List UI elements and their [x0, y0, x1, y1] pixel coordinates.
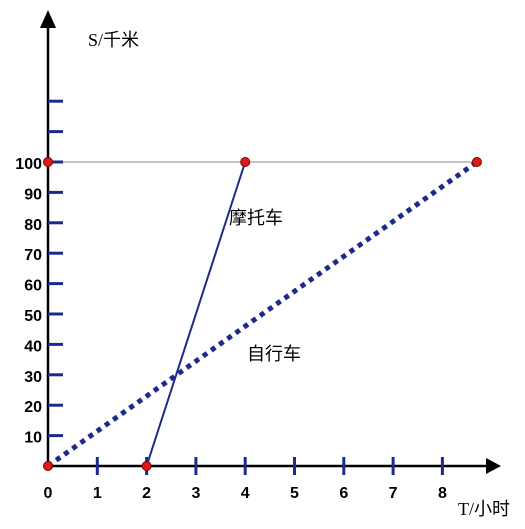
x-tick-label-3: 3 [191, 485, 200, 502]
markers-group [43, 157, 482, 471]
y-tick-label-60: 60 [24, 278, 42, 295]
y-tick-label-90: 90 [24, 186, 42, 203]
origin-label: 0 [44, 485, 53, 502]
x-axis-arrow-icon [486, 458, 501, 474]
labels-group: S/千米 T/小时 0 摩托车 自行车 1 2 3 4 5 6 7 8 10 20 30 40 50 60… [15, 30, 510, 519]
data-point-marker-2 [43, 157, 53, 167]
y-tick-label-80: 80 [24, 217, 42, 234]
x-tick-label-5: 5 [290, 485, 299, 502]
y-tick-label-40: 40 [24, 338, 42, 355]
x-tick-label-2: 2 [142, 485, 151, 502]
y-tick-label-10: 10 [24, 430, 42, 447]
y-axis-arrow-icon [40, 10, 56, 28]
y-tick-label-70: 70 [24, 247, 42, 264]
y-tick-label-30: 30 [24, 369, 42, 386]
x-tick-label-8: 8 [438, 485, 447, 502]
series-line-bicycle [46, 159, 479, 469]
axes-group [40, 10, 501, 474]
x-tick-label-4: 4 [241, 485, 250, 502]
data-point-marker-3 [240, 157, 251, 167]
ticks-group [48, 99, 444, 475]
x-tick-label-7: 7 [389, 485, 398, 502]
y-tick-label-20: 20 [24, 399, 42, 416]
y-tick-label-100: 100 [15, 156, 42, 173]
series-label-bicycle: 自行车 [247, 344, 301, 365]
series-label-motorcycle: 摩托车 [229, 208, 283, 229]
series-group [46, 159, 479, 469]
series-line-motorcycle [145, 161, 247, 467]
data-point-marker-1 [141, 461, 152, 471]
y-axis-title: S/千米 [88, 30, 139, 50]
y-tick-label-50: 50 [24, 308, 42, 325]
data-point-marker-4 [471, 157, 482, 167]
x-tick-label-1: 1 [93, 485, 102, 502]
x-axis-title: T/小时 [458, 499, 510, 519]
x-tick-label-6: 6 [339, 485, 348, 502]
data-point-marker-0 [43, 461, 53, 471]
